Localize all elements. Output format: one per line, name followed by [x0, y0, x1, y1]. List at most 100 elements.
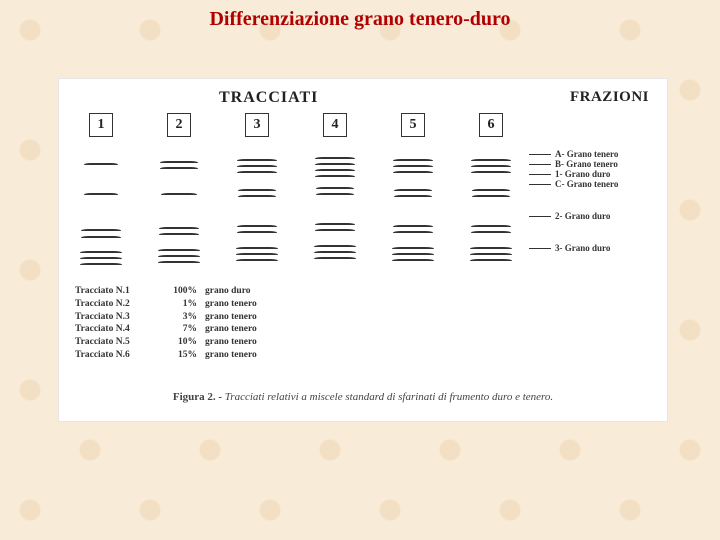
electrophoresis-band: [315, 157, 355, 160]
tracciato-legend: Tracciato N.1100%grano duroTracciato N.2…: [75, 285, 295, 362]
legend-type: grano tenero: [205, 336, 295, 349]
lane-5: 5: [385, 113, 441, 277]
electrophoresis-band: [471, 231, 511, 234]
electrophoresis-band: [158, 249, 200, 252]
key-tick-line: [529, 184, 551, 185]
electrophoresis-band: [237, 225, 277, 228]
electrophoresis-band: [471, 225, 511, 228]
electrophoresis-band: [314, 245, 356, 248]
lane-2: 2: [151, 113, 207, 277]
legend-tracciato: Tracciato N.4: [75, 323, 155, 336]
electrophoresis-band: [392, 247, 434, 250]
electrophoresis-band: [160, 167, 198, 170]
electrophoresis-band: [315, 175, 355, 178]
legend-percent: 3%: [163, 311, 197, 324]
electrophoresis-band: [158, 255, 200, 258]
fraction-key-row: 3- Grano duro: [529, 243, 657, 253]
lane-1: 1: [73, 113, 129, 277]
fraction-key-row: C- Grano tenero: [529, 179, 657, 189]
figure-caption: Figura 2. - Tracciati relativi a miscele…: [59, 391, 667, 403]
electrophoresis-band: [393, 231, 433, 234]
band-stack: [73, 153, 129, 277]
figure-panel: TRACCIATI FRAZIONI 1 2 3 4 5 6 A- Grano tener…: [58, 78, 668, 422]
caption-text: Tracciati relativi a miscele standard di…: [225, 391, 553, 403]
electrophoresis-band: [392, 259, 434, 262]
legend-type: grano tenero: [205, 311, 295, 324]
key-label: A- Grano tenero: [555, 149, 618, 159]
legend-percent: 15%: [163, 349, 197, 362]
key-tick-line: [529, 164, 551, 165]
electrophoresis-band: [472, 195, 510, 198]
electrophoresis-band: [81, 236, 121, 239]
lane-number-box: 3: [245, 113, 269, 137]
electrophoresis-band: [315, 223, 355, 226]
legend-type: grano tenero: [205, 298, 295, 311]
legend-row: Tracciato N.21%grano tenero: [75, 298, 295, 311]
electrophoresis-band: [84, 163, 118, 166]
tracciati-header: TRACCIATI: [219, 89, 318, 107]
electrophoresis-band: [237, 159, 277, 162]
legend-tracciato: Tracciato N.5: [75, 336, 155, 349]
electrophoresis-band: [84, 193, 118, 196]
legend-type: grano tenero: [205, 349, 295, 362]
electrophoresis-band: [161, 193, 197, 196]
key-label: B- Grano tenero: [555, 159, 618, 169]
legend-tracciato: Tracciato N.6: [75, 349, 155, 362]
band-stack: [151, 153, 207, 277]
electrophoresis-band: [236, 259, 278, 262]
lane-number-box: 1: [89, 113, 113, 137]
page-title: Differenziazione grano tenero-duro: [0, 0, 720, 31]
key-tick-line: [529, 174, 551, 175]
fraction-key-row: A- Grano tenero: [529, 149, 657, 159]
legend-tracciato: Tracciato N.1: [75, 285, 155, 298]
fraction-key-row: 2- Grano duro: [529, 211, 657, 221]
electrophoresis-band: [470, 247, 512, 250]
electrophoresis-band: [470, 253, 512, 256]
electrophoresis-band: [160, 161, 198, 164]
electrophoresis-band: [471, 171, 511, 174]
electrophoresis-band: [158, 261, 200, 264]
lane-number-box: 2: [167, 113, 191, 137]
lane-3: 3: [229, 113, 285, 277]
lanes-container: 1 2 3 4 5 6: [73, 113, 519, 277]
band-stack: [229, 153, 285, 277]
electrophoresis-band: [392, 253, 434, 256]
lane-number-box: 4: [323, 113, 347, 137]
electrophoresis-band: [393, 165, 433, 168]
electrophoresis-band: [470, 259, 512, 262]
electrophoresis-band: [315, 169, 355, 172]
electrophoresis-band: [159, 233, 199, 236]
electrophoresis-band: [316, 187, 354, 190]
electrophoresis-band: [316, 193, 354, 196]
frazioni-header: FRAZIONI: [570, 89, 649, 106]
lane-number-box: 5: [401, 113, 425, 137]
electrophoresis-band: [315, 229, 355, 232]
electrophoresis-band: [238, 189, 276, 192]
electrophoresis-band: [393, 159, 433, 162]
electrophoresis-band: [80, 257, 122, 260]
band-stack: [385, 153, 441, 277]
electrophoresis-band: [236, 253, 278, 256]
key-tick-line: [529, 216, 551, 217]
electrophoresis-band: [314, 251, 356, 254]
key-label: 1- Grano duro: [555, 169, 610, 179]
legend-percent: 1%: [163, 298, 197, 311]
fraction-key-row: 1- Grano duro: [529, 169, 657, 179]
legend-row: Tracciato N.47%grano tenero: [75, 323, 295, 336]
fraction-key-row: B- Grano tenero: [529, 159, 657, 169]
electrophoresis-band: [80, 263, 122, 266]
electrophoresis-band: [238, 195, 276, 198]
electrophoresis-band: [394, 189, 432, 192]
band-stack: [307, 153, 363, 277]
legend-row: Tracciato N.5 10% grano tenero: [75, 336, 295, 349]
legend-row: Tracciato N.6 15% grano tenero: [75, 349, 295, 362]
electrophoresis-band: [237, 165, 277, 168]
legend-row: Tracciato N.33%grano tenero: [75, 311, 295, 324]
legend-percent: 10%: [163, 336, 197, 349]
lane-4: 4: [307, 113, 363, 277]
electrophoresis-band: [159, 227, 199, 230]
key-label: C- Grano tenero: [555, 179, 618, 189]
key-tick-line: [529, 154, 551, 155]
lane-6: 6: [463, 113, 519, 277]
electrophoresis-band: [81, 229, 121, 232]
